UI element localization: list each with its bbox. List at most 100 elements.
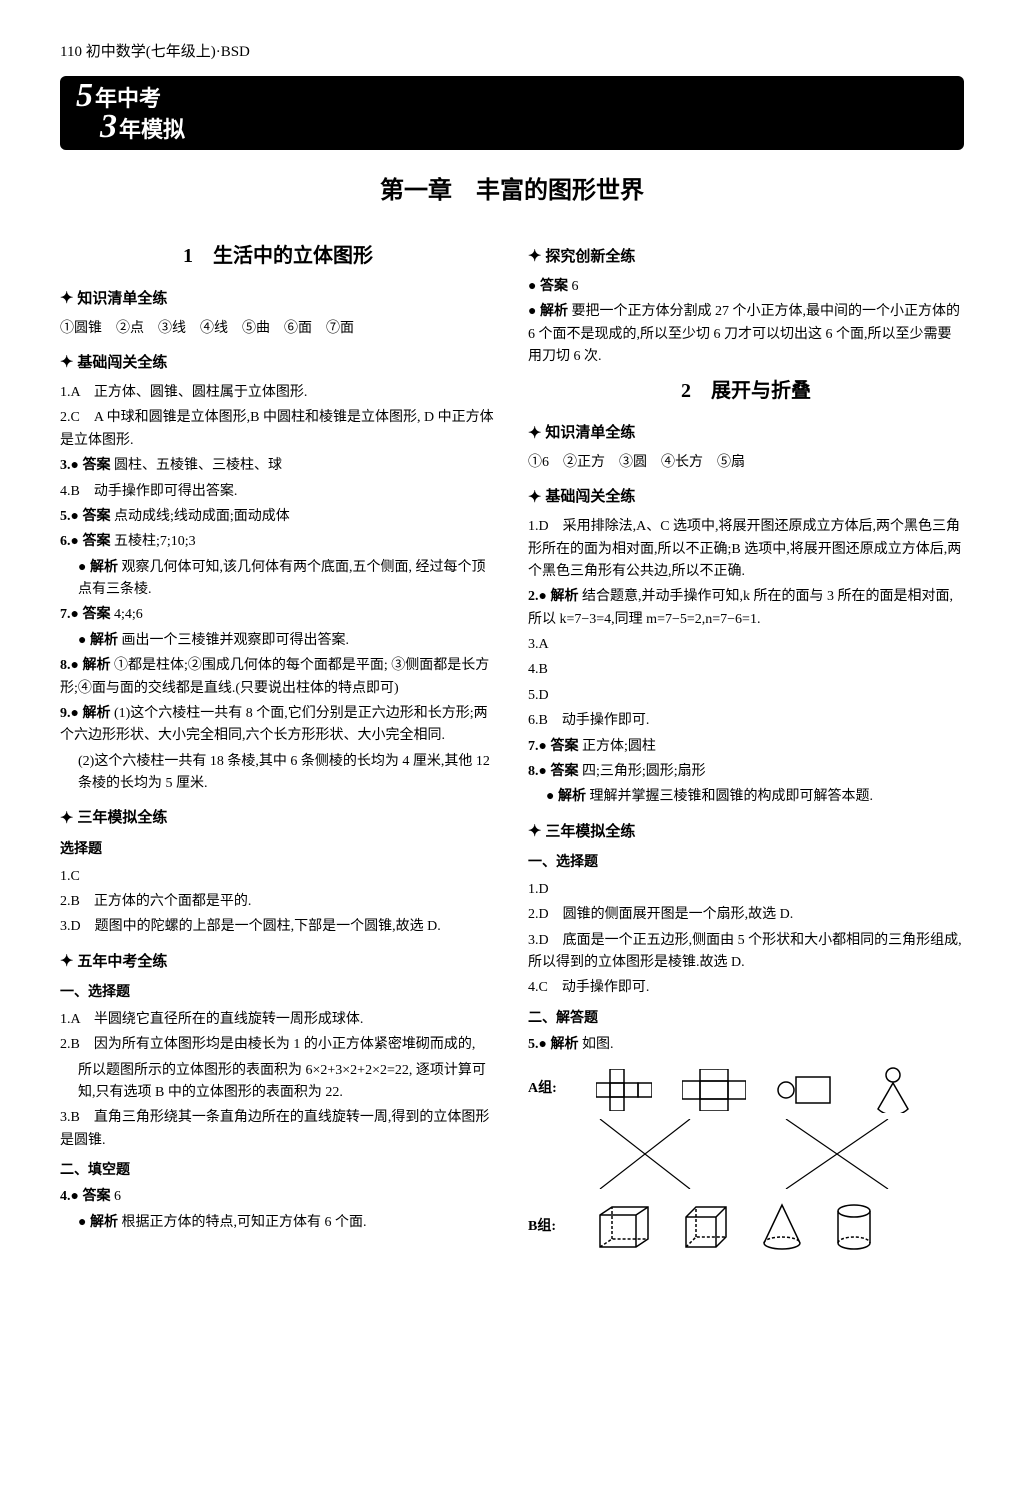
heading-5year-text: 五年中考全练 — [77, 950, 167, 974]
heading-explore-text: 探究创新全练 — [545, 245, 635, 269]
answer-text: 点动成线;线动成面;面动成体 — [114, 509, 290, 524]
answer-label: ● 答案 — [528, 279, 568, 294]
y3-2: 2.B 正方体的六个面都是平的. — [60, 891, 496, 913]
star-icon: ✦ — [60, 949, 73, 975]
heading-knowledge-2: ✦ 知识清单全练 — [528, 421, 964, 447]
answer-text: 6 — [571, 279, 578, 294]
item-3: 3.● 答案 圆柱、五棱锥、三棱柱、球 — [60, 455, 496, 477]
star-icon: ✦ — [60, 286, 73, 312]
y5-2a: 2.B 因为所有立体图形均是由棱长为 1 的小正方体紧密堆砌而成的, — [60, 1034, 496, 1056]
item-6a: 6.● 答案 五棱柱;7;10;3 — [60, 531, 496, 553]
series-banner: 5 年中考 3 年模拟 — [60, 76, 964, 150]
heading-explore: ✦ 探究创新全练 — [528, 244, 964, 270]
heading-basic: ✦ 基础闯关全练 — [60, 350, 496, 376]
cube-net-icon — [596, 1069, 652, 1111]
banner-num-3: 3 — [100, 110, 117, 144]
star-icon: ✦ — [60, 350, 73, 376]
banner-num-5: 5 — [76, 79, 93, 113]
item-6b: ● 解析 观察几何体可知,该几何体有两个底面,五个侧面, 经过每个顶点有三条棱. — [60, 557, 496, 602]
heading-knowledge: ✦ 知识清单全练 — [60, 286, 496, 312]
explore-ex: ● 解析 要把一个正方体分割成 27 个小正方体,最中间的一个小正方体的 6 个… — [528, 301, 964, 368]
item-9b: (2)这个六棱柱一共有 18 条棱,其中 6 条侧棱的长均为 4 厘米,其他 1… — [60, 751, 496, 796]
r-item-7: 7.● 答案 正方体;圆柱 — [528, 736, 964, 758]
heading-3year-text: 三年模拟全练 — [77, 806, 167, 830]
star-icon: ✦ — [528, 421, 541, 447]
explain-label: 2.● 解析 — [528, 589, 578, 604]
r-item-6: 6.B 动手操作即可. — [528, 710, 964, 732]
star-icon: ✦ — [528, 819, 541, 845]
answer-label: 7.● 答案 — [528, 739, 578, 754]
heading-5year: ✦ 五年中考全练 — [60, 949, 496, 975]
explain-label: ● 解析 — [78, 633, 118, 648]
answer-label: 8.● 答案 — [528, 764, 578, 779]
label-choice: 选择题 — [60, 839, 496, 861]
label-choice-2: 一、选择题 — [60, 982, 496, 1004]
r-item-2: 2.● 解析 结合题意,并动手操作可知,k 所在的面与 3 所在的面是相对面,所… — [528, 586, 964, 631]
explain-label: ● 解析 — [78, 560, 118, 575]
answer-text: 圆柱、五棱锥、三棱柱、球 — [114, 458, 282, 473]
answer-label: 4.● 答案 — [60, 1189, 110, 1204]
cone-icon — [760, 1203, 804, 1251]
heading-3year-2: ✦ 三年模拟全练 — [528, 819, 964, 845]
answer-label: 5.● 答案 — [60, 509, 110, 524]
explain-label: ● 解析 — [78, 1215, 118, 1230]
right-column: ✦ 探究创新全练 ● 答案 6 ● 解析 要把一个正方体分割成 27 个小正方体… — [528, 234, 964, 1257]
item-1: 1.A 正方体、圆锥、圆柱属于立体图形. — [60, 382, 496, 404]
matching-diagram: A组: — [528, 1067, 964, 1251]
label-choice-r: 一、选择题 — [528, 852, 964, 874]
explain-text: 理解并掌握三棱锥和圆锥的构成即可解答本题. — [589, 789, 873, 804]
explain-text: 观察几何体可知,该几何体有两个底面,五个侧面, 经过每个顶点有三条棱. — [78, 560, 485, 597]
answer-text: 正方体;圆柱 — [582, 739, 656, 754]
heading-3year: ✦ 三年模拟全练 — [60, 806, 496, 832]
heading-basic-2: ✦ 基础闯关全练 — [528, 485, 964, 511]
explain-text: 画出一个三棱锥并观察即可得出答案. — [121, 633, 349, 648]
section-2-title: 2 展开与折叠 — [528, 375, 964, 407]
cuboid-net-icon — [682, 1069, 746, 1111]
item-7b: ● 解析 画出一个三棱锥并观察即可得出答案. — [60, 630, 496, 652]
page-header: 110 初中数学(七年级上)·BSD — [60, 40, 964, 64]
explain-label: 9.● 解析 — [60, 706, 110, 721]
star-icon: ✦ — [528, 485, 541, 511]
y5-1: 1.A 半圆绕它直径所在的直线旋转一周形成球体. — [60, 1009, 496, 1031]
explain-text: 根据正方体的特点,可知正方体有 6 个面. — [121, 1215, 366, 1230]
item-2: 2.C A 中球和圆锥是立体图形,B 中圆柱和棱锥是立体图形, D 中正方体是立… — [60, 407, 496, 452]
r-item-3: 3.A — [528, 634, 964, 656]
knowledge-list: ①圆锥 ②点 ③线 ④线 ⑤曲 ⑥面 ⑦面 — [60, 318, 496, 340]
explain-text: ①都是柱体;②围成几何体的每个面都是平面; ③侧面都是长方形;④面与面的交线都是… — [60, 658, 489, 695]
explain-label: 5.● 解析 — [528, 1037, 578, 1052]
ry3-4: 4.C 动手操作即可. — [528, 977, 964, 999]
cone-net-icon — [870, 1067, 916, 1113]
net-shapes-row — [596, 1067, 916, 1113]
answer-label: 7.● 答案 — [60, 607, 110, 622]
star-icon: ✦ — [60, 806, 73, 832]
group-b-label: B组: — [528, 1216, 572, 1238]
r-item-8b: ● 解析 理解并掌握三棱锥和圆锥的构成即可解答本题. — [528, 786, 964, 808]
y5-3: 3.B 直角三角形绕其一条直角边所在的直线旋转一周,得到的立体图形是圆锥. — [60, 1107, 496, 1152]
cuboid-icon — [596, 1203, 652, 1251]
r-item-5: 5.D — [528, 685, 964, 707]
label-solve: 二、解答题 — [528, 1008, 964, 1030]
explain-text: 结合题意,并动手操作可知,k 所在的面与 3 所在的面是相对面,所以 k=7−3… — [528, 589, 953, 626]
r-item-8a: 8.● 答案 四;三角形;圆形;扇形 — [528, 761, 964, 783]
ry3-1: 1.D — [528, 879, 964, 901]
answer-text: 四;三角形;圆形;扇形 — [582, 764, 706, 779]
chapter-title: 第一章 丰富的图形世界 — [60, 172, 964, 210]
content-columns: 1 生活中的立体图形 ✦ 知识清单全练 ①圆锥 ②点 ③线 ④线 ⑤曲 ⑥面 ⑦… — [60, 234, 964, 1257]
explain-label: 8.● 解析 — [60, 658, 110, 673]
answer-label: 6.● 答案 — [60, 534, 110, 549]
banner-text-2: 年模拟 — [119, 112, 185, 147]
answer-text: 五棱柱;7;10;3 — [114, 534, 196, 549]
ry3-3: 3.D 底面是一个正五边形,侧面由 5 个形状和大小都相同的三角形组成,所以得到… — [528, 930, 964, 975]
y3-1: 1.C — [60, 866, 496, 888]
explain-text: 要把一个正方体分割成 27 个小正方体,最中间的一个小正方体的 6 个面不是现成… — [528, 304, 960, 364]
explain-text: 如图. — [582, 1037, 614, 1052]
cylinder-net-icon — [776, 1069, 840, 1111]
heading-basic-text: 基础闯关全练 — [77, 351, 167, 375]
item-8: 8.● 解析 ①都是柱体;②围成几何体的每个面都是平面; ③侧面都是长方形;④面… — [60, 655, 496, 700]
page-number: 110 — [60, 44, 82, 60]
answer-label: 3.● 答案 — [60, 458, 110, 473]
y3-3: 3.D 题图中的陀螺的上部是一个圆柱,下部是一个圆锥,故选 D. — [60, 916, 496, 938]
match-lines-icon — [572, 1119, 932, 1189]
star-icon: ✦ — [528, 244, 541, 270]
y5-2b: 所以题图所示的立体图形的表面积为 6×2+3×2+2×2=22, 逐项计算可知,… — [60, 1060, 496, 1105]
